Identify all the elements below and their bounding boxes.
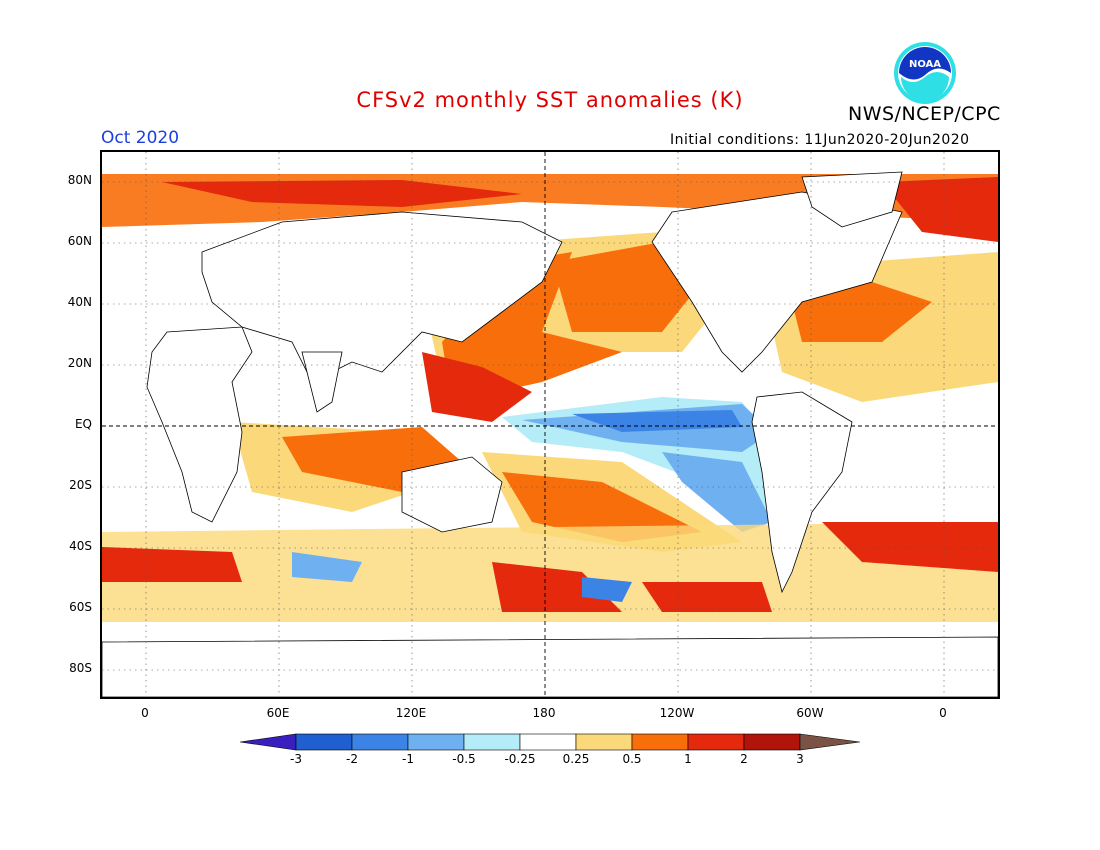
south-pacific-orange [502, 472, 702, 542]
colorbar-swatch [519, 733, 577, 751]
colorbar-swatch [463, 733, 521, 751]
colorbar-swatch [575, 733, 633, 751]
lon-label: 0 [939, 706, 947, 720]
lat-label: 80S [69, 661, 92, 675]
colorbar-label: -0.25 [504, 752, 536, 766]
africa [146, 326, 253, 523]
southern-ocean-orange-central [492, 562, 622, 612]
lat-label: 60S [69, 600, 92, 614]
colorbar-label: 0.5 [622, 752, 642, 766]
lat-label: 20N [67, 356, 92, 370]
colorbar-label: -0.5 [452, 752, 476, 766]
colorbar-swatch [351, 733, 409, 751]
southern-ocean-cold-2 [582, 577, 632, 602]
northeast-pacific-orange [552, 242, 702, 332]
colorbar-label: -1 [402, 752, 414, 766]
colorbar-label: -3 [290, 752, 302, 766]
noaa-logo-icon: NOAA [894, 42, 956, 104]
southern-ocean-orange-west [102, 547, 242, 582]
valid-month-label: Oct 2020 [101, 128, 180, 148]
warm-pool-strong [422, 352, 532, 422]
agency-label: NWS/NCEP/CPC [848, 103, 1001, 125]
colorbar-swatch [743, 733, 801, 751]
grid-lines [102, 152, 998, 697]
reference-lines [102, 152, 998, 697]
colorbar [240, 733, 860, 751]
lon-label: 120W [659, 706, 695, 720]
south-pacific-cold-band [662, 452, 772, 532]
lat-label: 40N [67, 295, 92, 309]
colorbar-swatch [295, 733, 353, 751]
colorbar-low-triangle [240, 733, 297, 751]
south-atlantic-strong-warm [822, 522, 998, 572]
australia [401, 456, 503, 533]
india [301, 351, 343, 413]
lon-label: 0 [141, 706, 149, 720]
colorbar-label: -2 [346, 752, 358, 766]
lat-label: 20S [69, 478, 92, 492]
colorbar-label: 1 [684, 752, 692, 766]
colorbar-swatch [407, 733, 465, 751]
southern-ocean-orange-east [642, 582, 772, 612]
lon-label: 60W [796, 706, 824, 720]
north-atlantic-orange [792, 282, 932, 342]
north-atlantic-strong-warm [882, 177, 998, 242]
colorbar-label: 3 [796, 752, 804, 766]
land-masses [102, 171, 998, 697]
colorbar-swatch [687, 733, 745, 751]
north-pacific-orange [442, 252, 622, 402]
europe-asia [201, 211, 563, 383]
lon-label: 180 [532, 706, 556, 720]
southern-ocean-cold-1 [292, 552, 362, 582]
lon-label: 60E [266, 706, 290, 720]
colorbar-label: 2 [740, 752, 748, 766]
sst-anomaly-map [100, 150, 1000, 699]
greenland [801, 171, 903, 228]
arctic-strong-warm [162, 180, 522, 207]
colorbar-high-triangle [799, 733, 860, 751]
lat-label: EQ [74, 417, 92, 431]
map-title: CFSv2 monthly SST anomalies (K) [356, 88, 744, 112]
equatorial-pacific-strong-cold [572, 410, 742, 432]
lat-label: 40S [69, 539, 92, 553]
lon-label: 120E [395, 706, 427, 720]
colorbar-label: 0.25 [562, 752, 590, 766]
south-america [751, 391, 853, 594]
noaa-logo-text: NOAA [909, 59, 941, 70]
initial-conditions-label: Initial conditions: 11Jun2020-20Jun2020 [670, 132, 970, 148]
map-canvas [102, 152, 998, 697]
antarctica [102, 636, 998, 697]
lat-label: 80N [67, 173, 92, 187]
colorbar-swatch [631, 733, 689, 751]
lat-label: 60N [67, 234, 92, 248]
